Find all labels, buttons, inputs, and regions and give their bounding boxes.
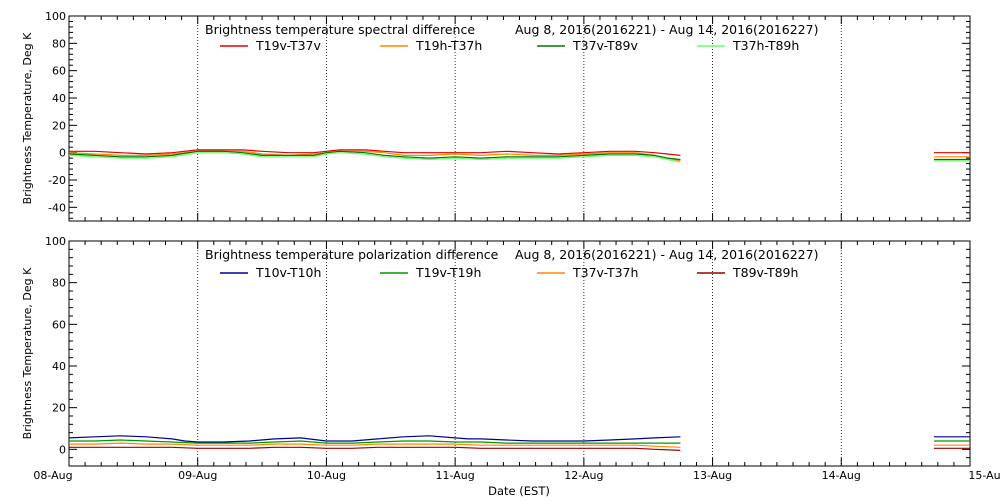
series-line — [69, 442, 681, 448]
y-axis-label: Brightness Temperature, Deg K — [21, 32, 34, 204]
y-tick-label: 80 — [52, 37, 66, 50]
y-tick-label: 40 — [52, 92, 66, 105]
x-tick-label: 15-Aug — [968, 469, 1000, 482]
y-tick-label: 60 — [52, 65, 66, 78]
y-tick-label: 80 — [52, 277, 66, 290]
series-line — [68, 150, 681, 162]
legend-label: T19h-T37h — [415, 38, 482, 53]
series-line — [68, 150, 681, 161]
y-tick-label: 100 — [45, 235, 66, 248]
x-tick-label: 11-Aug — [436, 469, 475, 482]
series-line — [69, 446, 681, 451]
chart-title: Brightness temperature spectral differen… — [205, 22, 475, 37]
x-tick-label: 10-Aug — [307, 469, 346, 482]
y-tick-label: 100 — [45, 10, 66, 23]
series-line — [68, 152, 681, 163]
x-tick-label: 08-Aug — [33, 469, 72, 482]
legend-label: T19v-T37v — [255, 38, 322, 53]
legend-label: T19v-T19h — [415, 265, 481, 280]
y-tick-label: 40 — [52, 360, 66, 373]
y-tick-label: 60 — [52, 318, 66, 331]
x-tick-label: 13-Aug — [693, 469, 732, 482]
legend-label: T37v-T89v — [572, 38, 639, 53]
y-tick-label: -40 — [48, 201, 66, 214]
plot-frame — [68, 240, 971, 467]
x-tick-label: 09-Aug — [178, 469, 217, 482]
x-tick-label: 12-Aug — [564, 469, 603, 482]
legend-label: T10v-T10h — [255, 265, 321, 280]
legend-label: T37v-T37h — [572, 265, 638, 280]
y-tick-label: -20 — [48, 174, 66, 187]
series-line — [68, 435, 681, 443]
y-axis-label: Brightness Temperature, Deg K — [21, 267, 34, 439]
y-tick-label: 0 — [59, 147, 66, 160]
legend-label: T37h-T89h — [732, 38, 799, 53]
chart-title: Brightness temperature polarization diff… — [205, 247, 499, 262]
x-tick-label: 14-Aug — [822, 469, 861, 482]
series-line — [69, 439, 681, 444]
chart-date-range: Aug 8, 2016(2016221) - Aug 14, 2016(2016… — [515, 247, 818, 262]
chart-date-range: Aug 8, 2016(2016221) - Aug 14, 2016(2016… — [515, 22, 818, 37]
y-tick-label: 20 — [52, 119, 66, 132]
y-tick-label: 20 — [52, 402, 66, 415]
x-axis-label: Date (EST) — [488, 484, 550, 498]
series-line — [69, 149, 681, 156]
y-tick-label: 0 — [59, 443, 66, 456]
legend-label: T89v-T89h — [732, 265, 798, 280]
plot-frame — [68, 15, 971, 222]
